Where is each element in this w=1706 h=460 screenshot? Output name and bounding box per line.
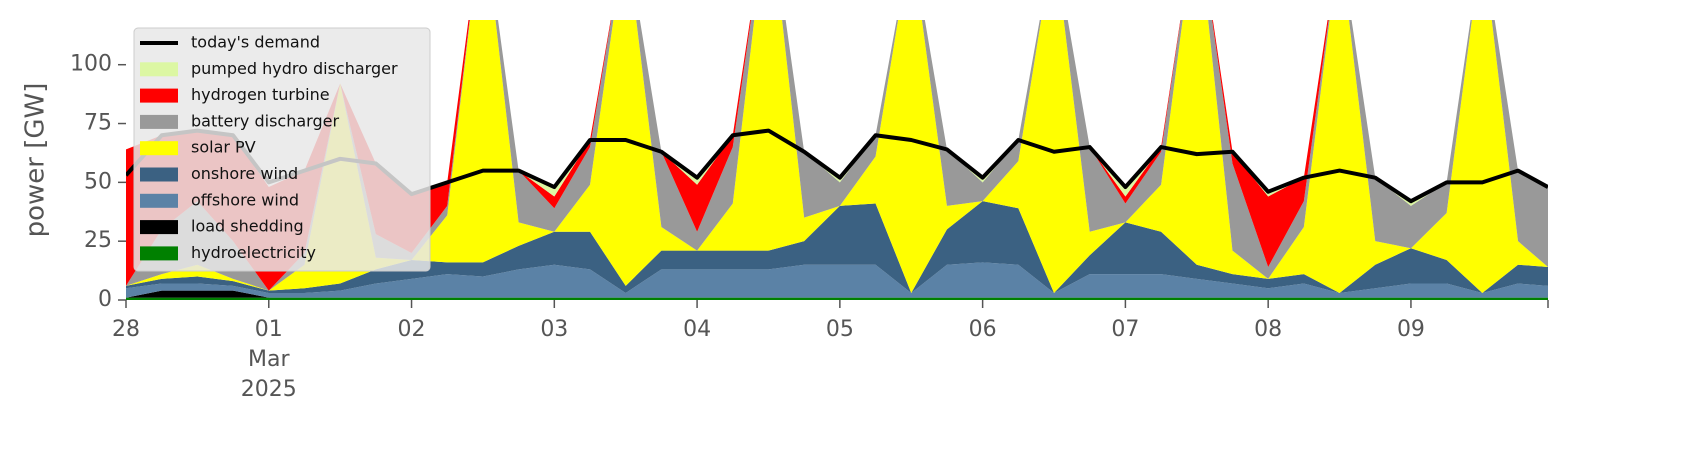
x-tick-label: 08 bbox=[1254, 317, 1282, 342]
legend-label: load shedding bbox=[191, 217, 304, 236]
x-tick-label: 06 bbox=[969, 317, 997, 342]
x-tick-label: 01 bbox=[255, 317, 283, 342]
legend-label: pumped hydro discharger bbox=[191, 59, 398, 78]
x-tick-label: 07 bbox=[1111, 317, 1139, 342]
x-tick-label: 05 bbox=[826, 317, 854, 342]
y-tick-label: 0 bbox=[98, 287, 112, 312]
legend-label: hydroelectricity bbox=[191, 243, 316, 262]
legend-swatch bbox=[140, 88, 178, 103]
legend: today's demand pumped hydro discharger hyd… bbox=[133, 27, 431, 272]
area bbox=[126, 297, 1548, 300]
area bbox=[126, 201, 1548, 293]
legend-label: battery discharger bbox=[191, 111, 339, 130]
y-tick-label: 75 bbox=[84, 111, 112, 136]
x-tick-label: 03 bbox=[540, 317, 568, 342]
x-tick-label: 02 bbox=[398, 317, 426, 342]
legend-label: onshore wind bbox=[191, 164, 298, 183]
y-tick-label: 25 bbox=[84, 228, 112, 253]
x-tick-label: 04 bbox=[683, 317, 711, 342]
y-axis-label: power [GW] bbox=[21, 83, 51, 238]
legend-swatch bbox=[140, 167, 178, 182]
area bbox=[126, 262, 1548, 298]
axes: 0 25 50 75 100 28 01 02 03 04 05 06 07 08 09 Mar 2025 bbox=[70, 52, 1549, 402]
legend-label: offshore wind bbox=[191, 190, 299, 209]
legend-box bbox=[133, 27, 431, 272]
legend-label: solar PV bbox=[191, 138, 256, 157]
x-tick-month: Mar bbox=[248, 347, 290, 372]
x-tick-label: 28 bbox=[112, 317, 140, 342]
y-tick-label: 50 bbox=[84, 169, 112, 194]
legend-swatch bbox=[140, 220, 178, 235]
legend-swatch bbox=[140, 141, 178, 156]
legend-swatch bbox=[140, 62, 178, 77]
x-tick-year: 2025 bbox=[241, 377, 297, 402]
x-tick-label: 09 bbox=[1397, 317, 1425, 342]
y-tick-label: 100 bbox=[70, 52, 112, 77]
legend-swatch bbox=[140, 114, 178, 129]
legend-label: today's demand bbox=[191, 33, 320, 52]
legend-label: hydrogen turbine bbox=[191, 85, 330, 104]
legend-swatch bbox=[140, 193, 178, 208]
legend-swatch bbox=[140, 246, 178, 261]
area bbox=[126, 20, 1548, 293]
